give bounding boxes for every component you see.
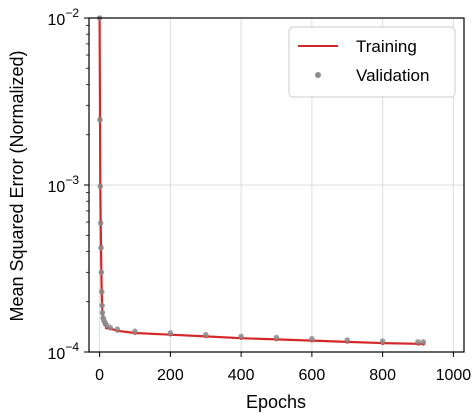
x-tick-label: 200 <box>157 367 184 384</box>
validation-point <box>379 338 386 345</box>
series-layer <box>96 15 427 346</box>
y-tick-label: 10−2 <box>48 6 80 29</box>
validation-point <box>415 339 421 345</box>
validation-point <box>97 117 103 123</box>
legend-box <box>288 26 456 98</box>
validation-point <box>97 220 104 227</box>
validation-point <box>107 324 114 331</box>
validation-point <box>98 269 105 276</box>
validation-point <box>344 337 351 343</box>
validation-point <box>309 335 315 342</box>
validation-point <box>99 302 105 309</box>
validation-point <box>420 339 427 345</box>
x-tick-label: 600 <box>299 367 326 384</box>
validation-point <box>202 331 209 338</box>
validation-point <box>238 333 244 340</box>
legend-validation-swatch <box>315 72 321 78</box>
legend-validation-label: Validation <box>356 66 429 85</box>
validation-point <box>273 334 280 341</box>
y-tick-label: 10−3 <box>48 173 80 196</box>
tick-marks <box>84 17 454 357</box>
validation-point <box>114 326 121 332</box>
x-tick-label: 800 <box>369 367 396 384</box>
validation-point <box>97 183 104 190</box>
x-tick-label: 0 <box>95 367 104 384</box>
legend: Training Validation <box>288 26 456 98</box>
y-tick-label: 10−4 <box>48 340 80 363</box>
x-axis-title: Epochs <box>246 392 306 412</box>
x-tick-label: 400 <box>228 367 255 384</box>
validation-point <box>132 328 138 335</box>
validation-point <box>98 288 105 295</box>
validation-point <box>167 330 174 336</box>
y-axis-title: Mean Squared Error (Normalized) <box>7 50 27 321</box>
validation-point <box>98 245 104 251</box>
validation-point <box>99 309 106 316</box>
x-tick-label: 1000 <box>436 367 472 384</box>
legend-training-label: Training <box>356 37 417 56</box>
